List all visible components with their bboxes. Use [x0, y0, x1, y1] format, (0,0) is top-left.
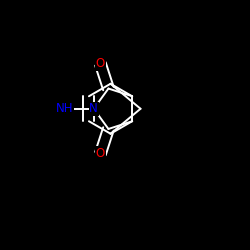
Text: O: O [96, 147, 105, 160]
Text: N: N [90, 102, 98, 115]
Text: NH: NH [56, 102, 74, 115]
Text: O: O [96, 58, 105, 70]
